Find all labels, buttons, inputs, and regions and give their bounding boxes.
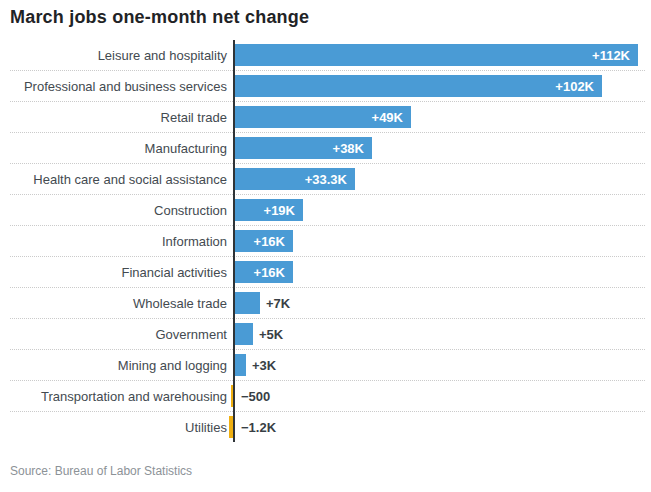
- category-label: Manufacturing: [10, 141, 227, 156]
- category-label: Professional and business services: [10, 79, 227, 94]
- value-label: +38K: [235, 141, 364, 156]
- chart-row: Manufacturing +38K: [10, 133, 645, 164]
- bar-chart: Leisure and hospitality +112K Professional…: [10, 40, 645, 443]
- chart-row: Retail trade +49K: [10, 102, 645, 133]
- category-label: Mining and logging: [10, 358, 227, 373]
- value-label: +102K: [235, 79, 594, 94]
- category-label: Transportation and warehousing: [10, 389, 227, 404]
- category-label: Leisure and hospitality: [10, 48, 227, 63]
- positive-bar: [235, 292, 260, 314]
- value-label: +112K: [235, 48, 630, 63]
- source-note: Source: Bureau of Labor Statistics: [10, 464, 192, 478]
- chart-row: Mining and logging +3K: [10, 350, 645, 381]
- value-label: +33.3K: [235, 172, 347, 187]
- chart-card: March jobs one-month net change Leisure …: [0, 0, 651, 492]
- positive-bar: [235, 323, 253, 345]
- category-label: Retail trade: [10, 110, 227, 125]
- axis-baseline: [233, 40, 235, 442]
- chart-row: Financial activities +16K: [10, 257, 645, 288]
- chart-row: Wholesale trade +7K: [10, 288, 645, 319]
- chart-title: March jobs one-month net change: [10, 7, 309, 28]
- category-label: Information: [10, 234, 227, 249]
- chart-row: Utilities −1.2K: [10, 412, 645, 442]
- category-label: Utilities: [10, 420, 227, 435]
- value-label: +16K: [235, 265, 285, 280]
- value-label: +16K: [235, 234, 285, 249]
- value-label: +49K: [235, 110, 403, 125]
- value-label: −500: [241, 389, 270, 404]
- category-label: Wholesale trade: [10, 296, 227, 311]
- chart-row: Transportation and warehousing −500: [10, 381, 645, 412]
- category-label: Government: [10, 327, 227, 342]
- category-label: Construction: [10, 203, 227, 218]
- chart-row: Health care and social assistance +33.3K: [10, 164, 645, 195]
- chart-row: Professional and business services +102K: [10, 71, 645, 102]
- chart-row: Government +5K: [10, 319, 645, 350]
- chart-row: Leisure and hospitality +112K: [10, 40, 645, 71]
- category-label: Financial activities: [10, 265, 227, 280]
- chart-row: Information +16K: [10, 226, 645, 257]
- value-label: +19K: [235, 203, 295, 218]
- category-label: Health care and social assistance: [10, 172, 227, 187]
- chart-row: Construction +19K: [10, 195, 645, 226]
- value-label: +7K: [266, 296, 290, 311]
- value-label: +5K: [259, 327, 283, 342]
- value-label: −1.2K: [241, 420, 276, 435]
- value-label: +3K: [252, 358, 276, 373]
- positive-bar: [235, 354, 246, 376]
